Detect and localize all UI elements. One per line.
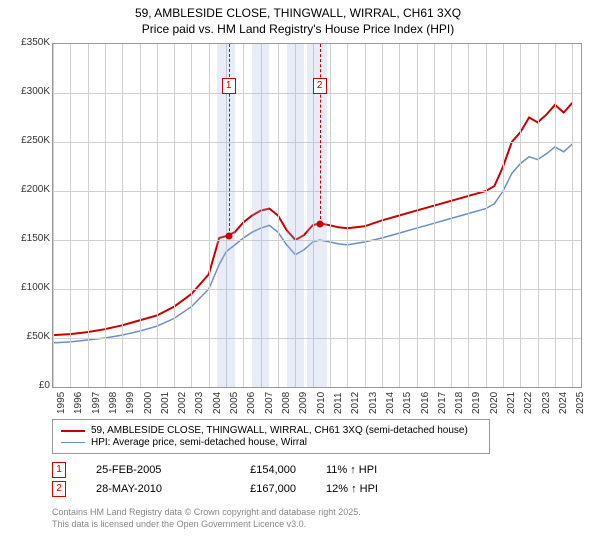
x-axis-label: 2020 — [489, 392, 500, 414]
event-price: £154,000 — [226, 464, 296, 476]
event-date: 25-FEB-2005 — [96, 464, 196, 476]
plot-region: 12 — [52, 43, 582, 388]
y-axis-label: £0 — [10, 380, 50, 391]
legend-item: HPI: Average price, semi-detached house,… — [61, 437, 481, 448]
y-axis-label: £150K — [10, 233, 50, 244]
legend-swatch — [61, 442, 85, 444]
x-axis-label: 2009 — [298, 392, 309, 414]
x-axis-label: 1996 — [73, 392, 84, 414]
x-axis-label: 2013 — [368, 392, 379, 414]
title-block: 59, AMBLESIDE CLOSE, THINGWALL, WIRRAL, … — [6, 6, 590, 37]
legend-label: HPI: Average price, semi-detached house,… — [91, 437, 307, 448]
x-axis-label: 2001 — [160, 392, 171, 414]
x-axis-label: 2007 — [264, 392, 275, 414]
sale-marker-line — [320, 44, 321, 223]
legend-item: 59, AMBLESIDE CLOSE, THINGWALL, WIRRAL, … — [61, 425, 481, 436]
x-axis-label: 2021 — [506, 392, 517, 414]
sale-marker-dot — [225, 233, 232, 240]
legend-box: 59, AMBLESIDE CLOSE, THINGWALL, WIRRAL, … — [52, 419, 490, 454]
sale-event-row: 1 25-FEB-2005 £154,000 11% ↑ HPI — [52, 462, 590, 478]
title-subtitle: Price paid vs. HM Land Registry's House … — [6, 22, 590, 38]
shaded-band — [287, 44, 304, 387]
sale-marker-line — [229, 44, 230, 236]
x-axis-label: 2000 — [143, 392, 154, 414]
event-pct: 12% ↑ HPI — [326, 483, 416, 495]
y-axis-label: £200K — [10, 184, 50, 195]
sale-marker-dot — [316, 220, 323, 227]
x-axis-label: 1998 — [108, 392, 119, 414]
footer-line: This data is licensed under the Open Gov… — [52, 519, 590, 531]
chart-container: 59, AMBLESIDE CLOSE, THINGWALL, WIRRAL, … — [0, 0, 600, 560]
x-axis-label: 2017 — [437, 392, 448, 414]
x-axis-label: 2018 — [454, 392, 465, 414]
x-axis-label: 2004 — [212, 392, 223, 414]
x-axis-label: 2015 — [402, 392, 413, 414]
title-address: 59, AMBLESIDE CLOSE, THINGWALL, WIRRAL, … — [6, 6, 590, 22]
y-axis-label: £350K — [10, 37, 50, 48]
x-axis-label: 2012 — [350, 392, 361, 414]
sale-event-row: 2 28-MAY-2010 £167,000 12% ↑ HPI — [52, 481, 590, 497]
event-pct: 11% ↑ HPI — [326, 464, 416, 476]
x-axis-label: 2011 — [333, 393, 344, 415]
y-axis-label: £250K — [10, 135, 50, 146]
shaded-band — [252, 44, 269, 387]
x-axis-label: 2025 — [575, 392, 586, 414]
x-axis-label: 2010 — [316, 392, 327, 414]
event-marker-box: 2 — [52, 481, 66, 497]
shaded-band — [217, 44, 234, 387]
x-axis-label: 2008 — [281, 392, 292, 414]
legend-swatch — [61, 430, 85, 432]
footer-attribution: Contains HM Land Registry data © Crown c… — [52, 507, 590, 530]
sale-marker-box: 1 — [222, 78, 236, 94]
x-axis-label: 2005 — [229, 392, 240, 414]
y-axis-label: £100K — [10, 282, 50, 293]
x-axis-label: 1995 — [56, 392, 67, 414]
x-axis-label: 2019 — [471, 392, 482, 414]
event-marker-box: 1 — [52, 462, 66, 478]
x-axis-label: 2023 — [541, 392, 552, 414]
x-axis-label: 1999 — [125, 392, 136, 414]
event-date: 28-MAY-2010 — [96, 483, 196, 495]
event-price: £167,000 — [226, 483, 296, 495]
chart-area: 12 £0£50K£100K£150K£200K£250K£300K£350K1… — [10, 43, 586, 413]
x-axis-label: 2003 — [194, 392, 205, 414]
shaded-band — [307, 44, 326, 387]
x-axis-label: 2006 — [246, 392, 257, 414]
y-axis-label: £50K — [10, 331, 50, 342]
x-axis-label: 2014 — [385, 392, 396, 414]
x-axis-label: 1997 — [91, 392, 102, 414]
sale-marker-box: 2 — [313, 78, 327, 94]
y-axis-label: £300K — [10, 86, 50, 97]
x-axis-label: 2002 — [177, 392, 188, 414]
x-axis-label: 2016 — [420, 392, 431, 414]
x-axis-label: 2024 — [558, 392, 569, 414]
x-axis-label: 2022 — [523, 392, 534, 414]
legend-label: 59, AMBLESIDE CLOSE, THINGWALL, WIRRAL, … — [91, 425, 468, 436]
footer-line: Contains HM Land Registry data © Crown c… — [52, 507, 590, 519]
sale-events: 1 25-FEB-2005 £154,000 11% ↑ HPI 2 28-MA… — [52, 462, 590, 497]
